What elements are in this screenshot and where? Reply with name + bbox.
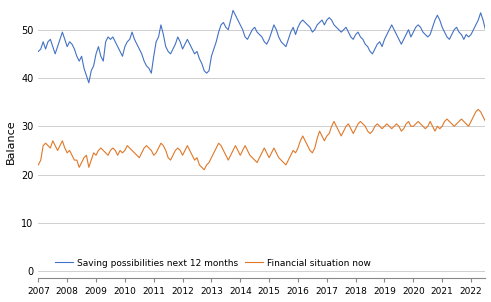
Saving possibilities next 12 months [86, 81, 92, 85]
Financial situation now [35, 163, 41, 167]
Financial situation now [475, 108, 481, 111]
Financial situation now [300, 134, 306, 138]
Saving possibilities next 12 months [328, 18, 334, 22]
Financial situation now [91, 151, 97, 155]
Saving possibilities next 12 months [228, 18, 234, 22]
Line: Saving possibilities next 12 months: Saving possibilities next 12 months [38, 10, 491, 83]
Saving possibilities next 12 months [93, 52, 99, 56]
Saving possibilities next 12 months [230, 8, 236, 12]
Financial situation now [201, 168, 207, 172]
Y-axis label: Balance: Balance [5, 120, 16, 164]
Financial situation now [228, 153, 234, 157]
Financial situation now [223, 153, 229, 157]
Financial situation now [269, 151, 274, 155]
Saving possibilities next 12 months [223, 25, 229, 29]
Saving possibilities next 12 months [302, 21, 308, 24]
Financial situation now [326, 132, 332, 135]
Line: Financial situation now: Financial situation now [38, 109, 491, 170]
Saving possibilities next 12 months [271, 23, 277, 27]
Legend: Saving possibilities next 12 months, Financial situation now: Saving possibilities next 12 months, Fin… [52, 255, 375, 271]
Saving possibilities next 12 months [35, 50, 41, 53]
